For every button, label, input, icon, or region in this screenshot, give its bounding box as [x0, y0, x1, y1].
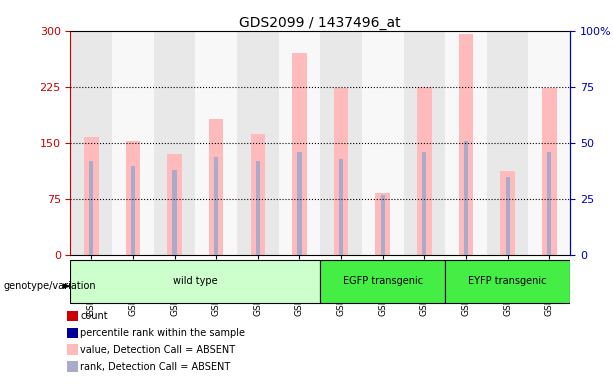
Text: ►: ► — [63, 281, 72, 291]
Bar — [214, 157, 218, 255]
Bar — [403, 31, 445, 255]
Bar — [459, 35, 473, 255]
Text: value, Detection Call = ABSENT: value, Detection Call = ABSENT — [80, 345, 235, 355]
Text: rank, Detection Call = ABSENT: rank, Detection Call = ABSENT — [80, 362, 230, 372]
Bar — [528, 31, 570, 255]
Title: GDS2099 / 1437496_at: GDS2099 / 1437496_at — [240, 16, 401, 30]
Bar — [362, 31, 403, 255]
Bar — [381, 195, 385, 255]
Bar — [172, 170, 177, 255]
Bar — [70, 31, 112, 255]
Bar — [126, 141, 140, 255]
Bar — [297, 152, 302, 255]
Bar — [237, 31, 279, 255]
Bar — [334, 88, 348, 255]
Bar — [112, 31, 154, 255]
Bar — [251, 134, 265, 255]
Bar — [445, 31, 487, 255]
Bar — [542, 88, 557, 255]
Bar — [422, 152, 427, 255]
Bar — [375, 193, 390, 255]
Bar — [547, 152, 551, 255]
Bar — [487, 31, 528, 255]
Text: percentile rank within the sample: percentile rank within the sample — [80, 328, 245, 338]
Bar — [84, 137, 99, 255]
Bar — [417, 87, 432, 255]
Bar — [320, 260, 445, 303]
Text: EGFP transgenic: EGFP transgenic — [343, 276, 423, 286]
Bar — [209, 119, 224, 255]
Bar — [167, 154, 182, 255]
Bar — [256, 161, 260, 255]
Text: genotype/variation: genotype/variation — [3, 281, 96, 291]
Text: count: count — [80, 311, 108, 321]
Bar — [339, 159, 343, 255]
Bar — [279, 31, 321, 255]
Bar — [131, 166, 135, 255]
Bar — [320, 31, 362, 255]
Bar — [70, 260, 320, 303]
Text: EYFP transgenic: EYFP transgenic — [468, 276, 547, 286]
Bar — [464, 141, 468, 255]
Bar — [154, 31, 196, 255]
Bar — [445, 260, 570, 303]
Bar — [196, 31, 237, 255]
Bar — [500, 171, 515, 255]
Bar — [292, 53, 306, 255]
Bar — [506, 177, 510, 255]
Bar — [89, 161, 93, 255]
Text: wild type: wild type — [173, 276, 218, 286]
